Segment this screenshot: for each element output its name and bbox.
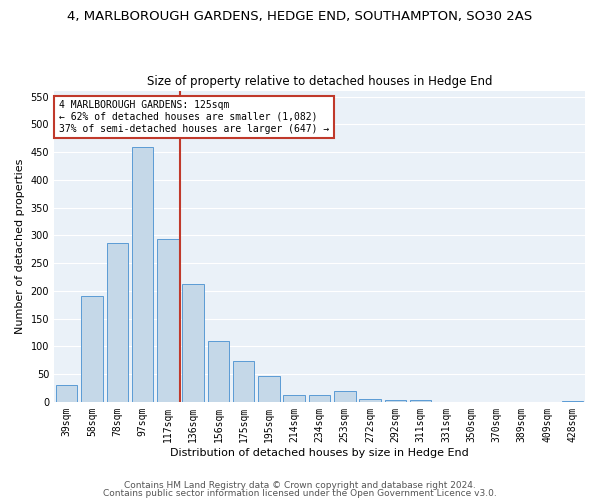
Bar <box>56 385 77 402</box>
Bar <box>208 341 229 402</box>
Bar <box>81 296 103 402</box>
Bar <box>385 400 406 402</box>
Bar <box>283 395 305 402</box>
Bar <box>157 239 179 402</box>
Bar <box>107 242 128 402</box>
Bar <box>359 398 381 402</box>
Bar <box>258 376 280 402</box>
Bar <box>562 400 583 402</box>
Bar <box>233 362 254 402</box>
Bar <box>182 284 204 402</box>
X-axis label: Distribution of detached houses by size in Hedge End: Distribution of detached houses by size … <box>170 448 469 458</box>
Text: 4 MARLBOROUGH GARDENS: 125sqm
← 62% of detached houses are smaller (1,082)
37% o: 4 MARLBOROUGH GARDENS: 125sqm ← 62% of d… <box>59 100 329 134</box>
Y-axis label: Number of detached properties: Number of detached properties <box>15 159 25 334</box>
Bar <box>309 395 330 402</box>
Bar <box>410 400 431 402</box>
Text: Contains HM Land Registry data © Crown copyright and database right 2024.: Contains HM Land Registry data © Crown c… <box>124 480 476 490</box>
Title: Size of property relative to detached houses in Hedge End: Size of property relative to detached ho… <box>147 76 492 88</box>
Text: 4, MARLBOROUGH GARDENS, HEDGE END, SOUTHAMPTON, SO30 2AS: 4, MARLBOROUGH GARDENS, HEDGE END, SOUTH… <box>67 10 533 23</box>
Text: Contains public sector information licensed under the Open Government Licence v3: Contains public sector information licen… <box>103 488 497 498</box>
Bar <box>334 392 356 402</box>
Bar <box>132 146 153 402</box>
